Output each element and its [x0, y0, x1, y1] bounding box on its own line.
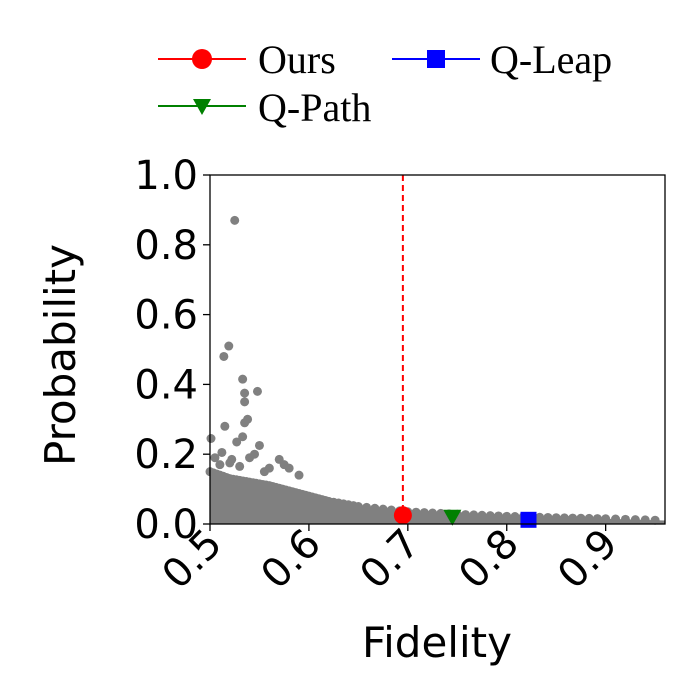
scatter-point	[353, 502, 363, 512]
scatter-point	[235, 461, 245, 471]
y-tick-label: 0.6	[134, 293, 198, 339]
scatter-point	[240, 388, 250, 398]
scatter-point	[592, 514, 602, 524]
scatter-point	[419, 508, 429, 518]
scatter-point	[551, 513, 561, 523]
scatter-point	[215, 460, 225, 470]
scatter-point	[217, 447, 227, 457]
scatter-point	[493, 511, 503, 521]
scatter-point	[252, 386, 262, 396]
scatter-point	[378, 504, 388, 514]
y-tick-label: 0.2	[134, 432, 198, 478]
y-tick-label: 1.0	[134, 153, 198, 199]
scatter-point	[502, 511, 512, 521]
scatter-point	[240, 418, 250, 428]
y-tick-label: 0.0	[134, 502, 198, 548]
scatter-point	[238, 432, 248, 442]
scatter-point	[559, 513, 569, 523]
scatter-point	[259, 467, 269, 477]
legend-marker-q-leap	[427, 50, 445, 68]
legend-marker-q-path	[193, 99, 211, 115]
y-axis-label: Probability	[36, 244, 85, 466]
scatter-point	[362, 502, 372, 512]
legend-label-q-path: Q-Path	[258, 85, 371, 130]
scatter-point	[240, 397, 250, 407]
scatter-point	[219, 351, 229, 361]
scatter-point	[428, 508, 438, 518]
scatter-point	[284, 463, 294, 473]
scatter-point	[411, 507, 421, 517]
scatter-point	[535, 512, 545, 522]
scatter-point	[611, 514, 621, 524]
x-axis-label: Fidelity	[362, 618, 512, 667]
scatter-point	[238, 374, 248, 384]
scatter-point	[232, 437, 242, 447]
scatter-point	[469, 510, 479, 520]
axes-frame	[209, 174, 666, 525]
scatter-point	[386, 505, 396, 515]
scatter-point	[584, 513, 594, 523]
ticks: 0.00.20.40.60.81.00.5 0.6 0.7 0.8 0.9	[134, 153, 626, 598]
scatter-cloud	[210, 471, 665, 524]
plot-area	[205, 175, 665, 528]
legend-label-ours: Ours	[258, 37, 336, 82]
scatter-point	[220, 421, 230, 431]
scatter-point	[245, 453, 255, 463]
scatter-point	[485, 511, 495, 521]
x-tick-label: 0.8	[450, 521, 528, 599]
scatter-point	[640, 515, 650, 525]
scatter-point	[370, 503, 380, 513]
marker-ours	[393, 506, 412, 525]
legend-entry-q-leap: Q-Leap	[392, 37, 612, 82]
scatter-point	[225, 458, 235, 468]
x-tick-label: 0.9	[549, 521, 627, 599]
legend-marker-ours	[192, 49, 212, 69]
x-tick-label: 0.6	[252, 521, 330, 599]
x-tick-label: 0.7	[351, 521, 429, 599]
y-tick-label: 0.8	[134, 223, 198, 269]
scatter-point	[254, 440, 264, 450]
y-tick-label: 0.4	[134, 362, 198, 408]
legend-label-q-leap: Q-Leap	[490, 37, 612, 82]
scatter-point	[630, 515, 640, 525]
scatter-point	[620, 514, 630, 524]
legend-entry-ours: Ours	[158, 37, 336, 82]
scatter-point	[543, 512, 553, 522]
legend: Ours Q-Leap Q-Path	[158, 37, 612, 130]
scatter-point	[436, 508, 446, 518]
scatter-point	[576, 513, 586, 523]
scatter-point	[568, 513, 578, 523]
marker-q-path	[443, 509, 462, 526]
scatter-point	[477, 510, 487, 520]
scatter-point	[461, 510, 471, 520]
scatter-point	[510, 512, 520, 522]
legend-entry-q-path: Q-Path	[158, 85, 371, 130]
scatter-point	[601, 514, 611, 524]
scatter-point	[650, 515, 660, 525]
scatter-point	[206, 433, 216, 443]
scatter-point	[224, 341, 234, 351]
marker-q-leap	[520, 511, 537, 528]
scatter-point	[230, 215, 240, 225]
scatter-point	[294, 470, 304, 480]
scatter-point	[210, 453, 220, 463]
